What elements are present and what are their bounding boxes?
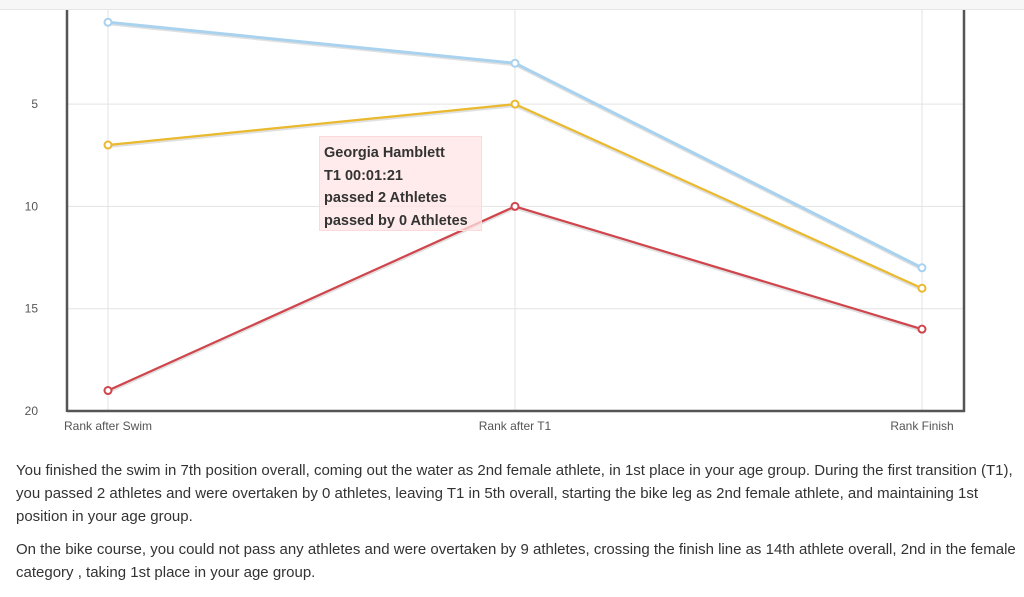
data-point-red — [103, 386, 113, 396]
tick-labels: 5 10 15 20 Rank after Swim Rank after T1 Rank … — [25, 97, 954, 433]
x-tick-label: Rank Finish — [890, 419, 953, 433]
tooltip-t1-time: T1 00:01:21 — [324, 167, 403, 184]
tooltip-passed-by: passed by 0 Athletes — [324, 212, 468, 229]
series — [103, 17, 927, 396]
summary-paragraph-1: You finished the swim in 7th position ov… — [16, 462, 1013, 525]
data-point-red — [510, 201, 520, 211]
tooltip-passed: passed 2 Athletes — [324, 190, 447, 206]
axes — [65, 10, 966, 413]
data-point-yellow — [510, 99, 520, 109]
x-tick-label: Rank after Swim — [64, 419, 152, 433]
data-point-red — [917, 324, 927, 334]
y-tick-label: 20 — [25, 404, 39, 418]
x-tick-label: Rank after T1 — [479, 419, 552, 433]
data-point-blue — [917, 263, 927, 273]
tooltip-athlete-name: Georgia Hamblett — [324, 145, 445, 161]
data-point-yellow — [103, 140, 113, 150]
y-tick-label: 10 — [25, 199, 39, 213]
data-point-blue — [103, 17, 113, 27]
y-tick-label: 5 — [31, 97, 38, 111]
top-bar — [0, 0, 1024, 10]
summary-paragraph-2: On the bike course, you could not pass a… — [16, 541, 1016, 581]
data-point-yellow — [917, 283, 927, 293]
rank-line-chart: 5 10 15 20 Rank after Swim Rank after T1 Rank … — [25, 10, 966, 433]
y-tick-label: 15 — [25, 302, 39, 316]
data-point-blue — [510, 58, 520, 68]
chart-tooltip: Georgia Hamblett T1 00:01:21 passed 2 At… — [319, 136, 482, 231]
